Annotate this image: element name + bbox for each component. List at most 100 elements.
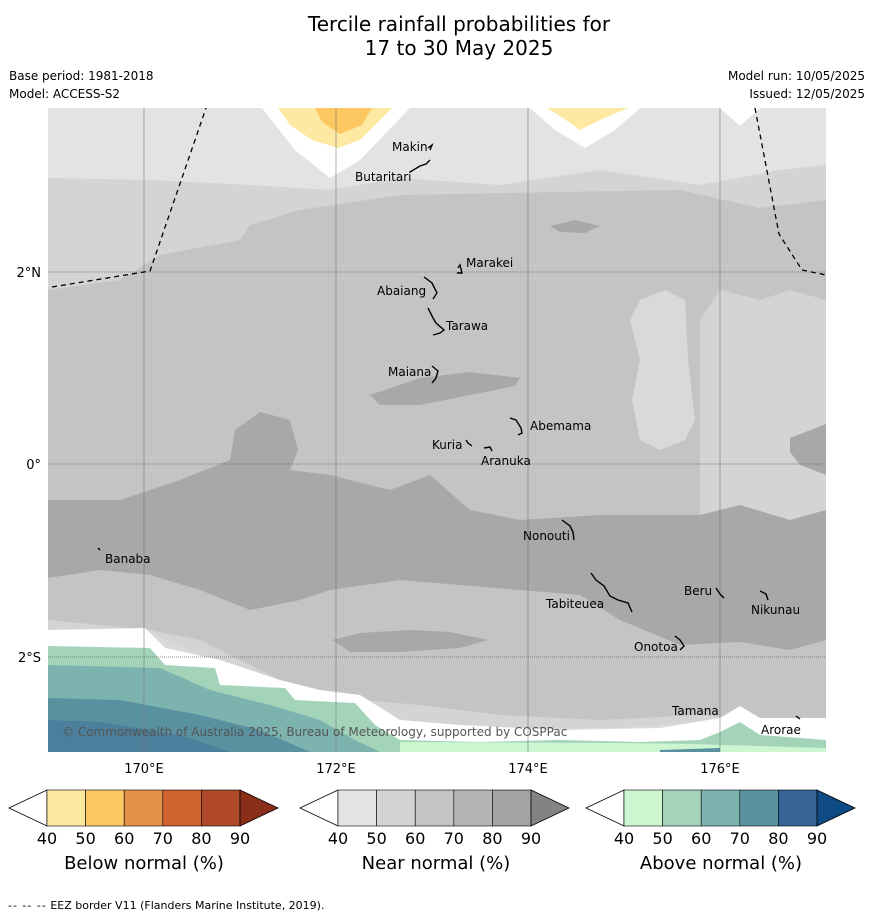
white-gap-north-3: [720, 108, 760, 126]
label-onotoa: Onotoa: [634, 640, 678, 654]
island-arorae: [795, 715, 801, 720]
colorbar-below-segment: [162, 789, 202, 827]
colorbar-above-tick: 90: [807, 829, 827, 848]
eez-border: [51, 108, 826, 288]
page-title: Tercile rainfall probabilities for 17 to…: [0, 12, 873, 60]
colorbar-below-segment: [123, 789, 164, 827]
footnote: -- -- -- EEZ border V11 (Flanders Marine…: [8, 899, 324, 912]
label-tabiteuea: Tabiteuea: [545, 597, 604, 611]
meta-left: Base period: 1981-2018 Model: ACCESS-S2: [9, 67, 154, 103]
label-arorae: Arorae: [761, 723, 801, 737]
island-beru: [715, 587, 725, 599]
island-nonouti: [561, 519, 575, 541]
colorbar-label-near: Near normal (%): [361, 853, 511, 874]
lat-label-2s: 2°S: [18, 651, 41, 666]
colorbar-above-tick: 50: [652, 829, 672, 848]
colorbar-below-low-extend: [8, 789, 48, 827]
label-banaba: Banaba: [105, 552, 151, 566]
white-gap-north-2: [530, 108, 640, 148]
near-normal-70-80-blob-north: [550, 220, 600, 233]
eez-legend-dash: -- -- --: [8, 899, 47, 912]
colorbar-near-tick: 60: [405, 829, 425, 848]
island-makin: [427, 142, 434, 151]
model-run-text: Model run: 10/05/2025: [727, 69, 865, 83]
lon-label-170: 170°E: [124, 762, 164, 777]
latitude-gridlines: [48, 271, 826, 658]
near-normal-light-patch: [630, 290, 695, 450]
label-makin: Makin: [392, 140, 428, 154]
colorbar-below-tick: 40: [37, 829, 57, 848]
axis-labels: 170°E 172°E 174°E 176°E 2°N 0° 2°S: [17, 266, 740, 777]
colorbar-near-segment: [414, 789, 455, 827]
colorbar-above-segment: [623, 789, 663, 827]
label-nikunau: Nikunau: [751, 603, 800, 617]
island-aranuka: [483, 446, 493, 452]
meta-right: Model run: 10/05/2025 Issued: 12/05/2025: [728, 67, 865, 103]
island-banaba: [97, 547, 101, 551]
eez-legend-text: EEZ border V11 (Flanders Marine Institut…: [50, 899, 325, 912]
gridlines: [143, 108, 721, 752]
map-fill-layer: [48, 108, 826, 752]
colorbar-above-high-extend: [816, 789, 856, 827]
island-abemama: [509, 417, 523, 436]
above-normal-70-80-east: [660, 748, 720, 752]
below-normal-50-60-west: [315, 108, 372, 134]
colorbar-below-tick: 80: [191, 829, 211, 848]
colorbar-below-tick: 50: [75, 829, 95, 848]
island-tabiteuea: [590, 572, 633, 613]
colorbar-below-segment: [85, 789, 125, 827]
colorbar-above-low-extend: [585, 789, 625, 827]
island-butaritari: [409, 159, 431, 173]
island-maiana: [431, 365, 439, 384]
issued-text: Issued: 12/05/2025: [749, 87, 865, 101]
colorbar-near-tick: 70: [444, 829, 464, 848]
island-onotoa: [674, 635, 685, 651]
label-abaiang: Abaiang: [377, 284, 426, 298]
title-line-2: 17 to 30 May 2025: [364, 36, 554, 60]
near-normal-70-80-band: [48, 412, 826, 650]
colorbar-below-high-extend: [239, 789, 279, 827]
colorbar-below-tick: 90: [230, 829, 250, 848]
label-maiana: Maiana: [388, 365, 431, 379]
label-beru: Beru: [684, 584, 712, 598]
colorbar-near-tick: 90: [521, 829, 541, 848]
colorbar-label-above: Above normal (%): [639, 853, 803, 874]
colorbar-label-below: Below normal (%): [64, 853, 224, 874]
colorbar-above-segment: [739, 789, 779, 827]
colorbar-near-tick: 80: [482, 829, 502, 848]
colorbar-near-segment: [492, 789, 532, 827]
near-normal-40-50-north: [48, 108, 826, 190]
label-abemama: Abemama: [530, 419, 591, 433]
label-tamana: Tamana: [671, 704, 719, 718]
island-nikunau: [759, 590, 769, 601]
lon-label-174: 174°E: [508, 762, 548, 777]
colorbar-near-segment: [376, 789, 416, 827]
colorbar-above-tick: 40: [614, 829, 634, 848]
label-nonouti: Nonouti: [523, 529, 570, 543]
lon-label-172: 172°E: [316, 762, 356, 777]
base-period-text: Base period: 1981-2018: [9, 69, 154, 83]
colorbar-above-segment: [662, 789, 702, 827]
colorbar-near-segment: [337, 789, 377, 827]
colorbar-below-tick: 60: [114, 829, 134, 848]
island-marakei: [457, 263, 463, 274]
above-normal-80-90-band: [48, 720, 230, 752]
model-text: Model: ACCESS-S2: [9, 87, 121, 101]
lat-label-0: 0°: [26, 458, 41, 473]
label-tarawa: Tarawa: [445, 319, 488, 333]
colorbar-above-tick: 60: [691, 829, 711, 848]
colorbar-below-segment: [201, 789, 241, 827]
below-normal-40-50-east: [547, 108, 628, 130]
colorbars: 40 50 60 70 80 90 40 50 60 70 80 90 40 50 60 70 80 90: [8, 789, 856, 848]
colorbar-below-tick: 70: [153, 829, 173, 848]
lon-label-176: 176°E: [700, 762, 740, 777]
island-outlines: [97, 142, 801, 720]
near-normal-70-80-blob-east: [790, 424, 826, 475]
label-butaritari: Butaritari: [355, 170, 412, 184]
label-aranuka: Aranuka: [481, 454, 531, 468]
title-line-1: Tercile rainfall probabilities for: [307, 12, 611, 36]
label-kuria: Kuria: [432, 438, 463, 452]
colorbar-above-segment: [700, 789, 741, 827]
island-abaiang: [423, 276, 438, 300]
